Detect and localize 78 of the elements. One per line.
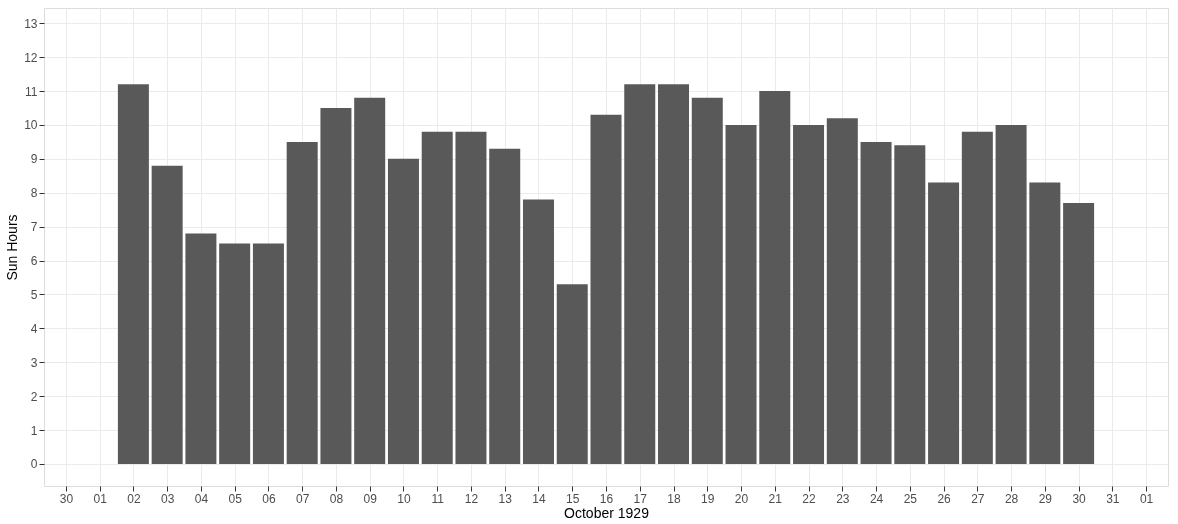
bar bbox=[1063, 202, 1095, 464]
y-tick-label: 10 bbox=[24, 118, 38, 133]
y-tick-label: 5 bbox=[30, 287, 38, 302]
x-tick-label: 11 bbox=[431, 491, 445, 506]
y-tick-label: 3 bbox=[30, 355, 38, 370]
bar bbox=[117, 84, 149, 464]
x-tick-label: 28 bbox=[1004, 491, 1019, 506]
x-axis-title: October 1929 bbox=[564, 504, 650, 521]
bar bbox=[961, 131, 993, 464]
y-tick-label: 1 bbox=[30, 423, 38, 438]
x-tick-label: 14 bbox=[532, 491, 546, 506]
x-tick-label: 09 bbox=[363, 491, 378, 506]
x-tick-label: 23 bbox=[836, 491, 850, 506]
x-tick-label: 18 bbox=[667, 491, 682, 506]
bar bbox=[151, 165, 183, 464]
x-tick-label: 29 bbox=[1038, 491, 1053, 506]
x-tick-label: 24 bbox=[869, 491, 884, 506]
x-tick-label: 06 bbox=[262, 491, 276, 506]
y-tick-label: 11 bbox=[25, 84, 38, 99]
y-axis-title: Sun Hours bbox=[4, 214, 21, 281]
x-tick-label: 16 bbox=[599, 491, 614, 506]
x-tick-label: 03 bbox=[160, 491, 175, 506]
x-tick-label: 10 bbox=[397, 491, 411, 506]
x-tick-label: 01 bbox=[93, 491, 108, 506]
y-tick-label: 0 bbox=[30, 457, 38, 472]
bar bbox=[793, 124, 825, 464]
bar bbox=[185, 233, 217, 464]
y-tick-label: 13 bbox=[24, 16, 38, 31]
y-tick-label: 7 bbox=[30, 220, 38, 235]
y-tick-label: 9 bbox=[30, 152, 38, 167]
bar bbox=[455, 131, 487, 464]
bar bbox=[522, 199, 554, 464]
bar bbox=[1029, 182, 1061, 464]
y-tick-label: 6 bbox=[30, 254, 38, 269]
x-tick-label: 27 bbox=[971, 491, 985, 506]
bar bbox=[860, 141, 892, 464]
bar bbox=[354, 97, 386, 464]
bar bbox=[387, 158, 419, 464]
bar bbox=[826, 118, 858, 464]
bar bbox=[691, 97, 723, 464]
bar bbox=[489, 148, 521, 464]
bar bbox=[995, 124, 1027, 464]
x-tick-label: 25 bbox=[903, 491, 918, 506]
bar bbox=[421, 131, 453, 464]
x-tick-label: 08 bbox=[329, 491, 344, 506]
x-tick-label: 04 bbox=[194, 491, 209, 506]
x-tick-label: 30 bbox=[59, 491, 74, 506]
x-tick-label: 20 bbox=[734, 491, 749, 506]
y-tick-label: 2 bbox=[30, 389, 38, 404]
bar bbox=[590, 114, 622, 464]
x-tick-label: 21 bbox=[768, 491, 783, 506]
y-tick-label: 8 bbox=[30, 186, 38, 201]
x-tick-label: 05 bbox=[228, 491, 243, 506]
bar bbox=[759, 91, 791, 464]
bar bbox=[658, 84, 690, 464]
x-tick-label: 07 bbox=[296, 491, 310, 506]
bar bbox=[556, 284, 588, 464]
y-tick-label: 4 bbox=[30, 321, 38, 336]
bar bbox=[286, 141, 318, 464]
x-tick-label: 22 bbox=[802, 491, 817, 506]
x-tick-label: 02 bbox=[127, 491, 141, 506]
bar bbox=[624, 84, 656, 464]
x-tick-label: 17 bbox=[633, 491, 648, 506]
bar bbox=[320, 108, 352, 464]
x-tick-label: 31 bbox=[1106, 491, 1120, 506]
x-tick-label: 19 bbox=[701, 491, 715, 506]
y-tick-label: 12 bbox=[24, 50, 38, 65]
bar bbox=[219, 243, 251, 464]
x-tick-label: 01 bbox=[1139, 491, 1154, 506]
x-tick-label: 30 bbox=[1072, 491, 1087, 506]
bar bbox=[894, 145, 926, 464]
bar bbox=[928, 182, 960, 464]
x-tick-label: 13 bbox=[498, 491, 513, 506]
bar bbox=[252, 243, 284, 464]
x-tick-label: 26 bbox=[937, 491, 952, 506]
bar bbox=[725, 124, 757, 464]
x-tick-label: 12 bbox=[464, 491, 479, 506]
x-tick-label: 15 bbox=[566, 491, 580, 506]
